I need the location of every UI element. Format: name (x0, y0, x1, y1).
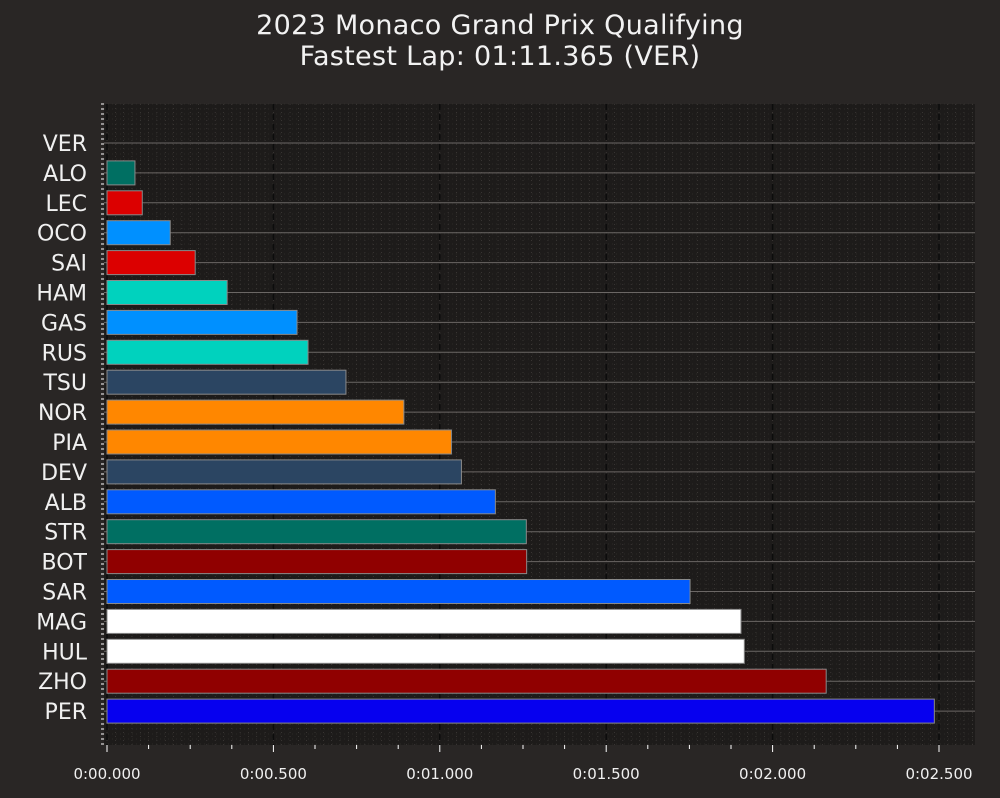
y-tick-label: STR (44, 521, 87, 546)
x-tick-label: 0:02.500 (905, 765, 972, 783)
bar-ham (106, 280, 228, 305)
x-tick-label: 0:00.000 (73, 765, 140, 783)
bar-lec (106, 190, 143, 216)
x-tick-label: 0:01.500 (573, 765, 640, 783)
y-tick-label: TSU (42, 371, 87, 396)
chart-title: 2023 Monaco Grand Prix Qualifying (256, 10, 744, 41)
y-tick-label: OCO (37, 222, 87, 247)
x-tick-label: 0:02.000 (739, 765, 806, 783)
y-tick-label: LEC (45, 192, 87, 217)
y-tick-label: MAG (36, 610, 87, 635)
bar-pia (106, 429, 452, 455)
y-tick-label: SAR (42, 581, 87, 606)
chart-title-block: 2023 Monaco Grand Prix Qualifying Fastes… (0, 10, 1000, 72)
y-tick-label: ALO (43, 162, 87, 187)
bar-sai (106, 250, 196, 276)
x-tick-label: 0:01.000 (406, 765, 473, 783)
y-tick-label: VER (43, 132, 87, 157)
y-tick-label: GAS (41, 311, 87, 336)
y-tick-label: BOT (42, 551, 88, 576)
y-tick-label: PIA (52, 431, 87, 456)
y-tick-label: ZHO (38, 670, 87, 695)
bar-alb (106, 489, 496, 515)
y-tick-label: NOR (38, 401, 87, 426)
bar-str (106, 519, 527, 545)
y-tick-label: HAM (36, 282, 87, 307)
bar-nor (106, 399, 405, 425)
y-tick-label: RUS (42, 341, 87, 366)
bar-alo (106, 160, 136, 186)
bar-sar (106, 579, 691, 604)
bar-per (106, 698, 935, 724)
y-tick-label: DEV (41, 461, 87, 486)
bar-gas (106, 309, 298, 335)
bar-tsu (106, 369, 347, 395)
bar-oco (106, 220, 171, 246)
bar-bot (106, 549, 528, 575)
y-tick-label: PER (45, 700, 87, 725)
bar-mag (106, 608, 742, 634)
y-tick-label: ALB (45, 491, 87, 516)
bar-dev (106, 459, 462, 485)
y-tick-label: SAI (51, 252, 87, 277)
bar-rus (106, 339, 309, 365)
y-tick-label: HUL (42, 640, 88, 665)
bar-hul (106, 638, 745, 664)
chart-subtitle: Fastest Lap: 01:11.365 (VER) (299, 41, 701, 72)
bar-zho (106, 668, 827, 694)
x-tick-label: 0:00.500 (240, 765, 307, 783)
